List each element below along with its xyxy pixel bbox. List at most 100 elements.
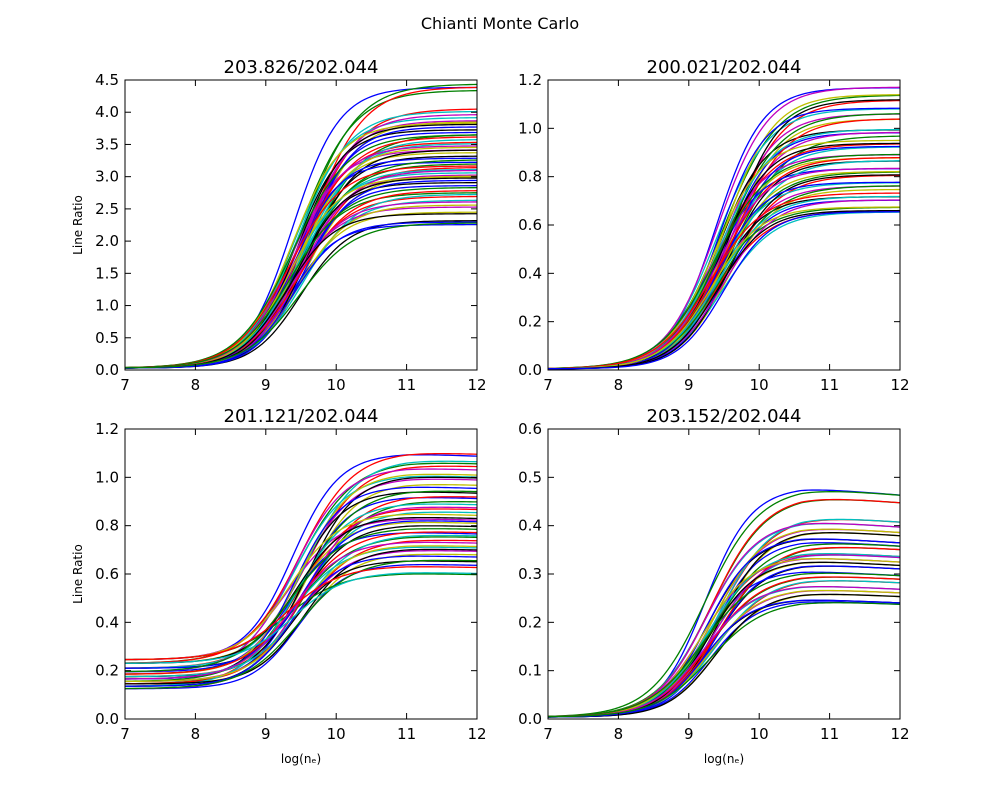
x-tick-label: 10	[327, 725, 346, 743]
series-line	[125, 460, 477, 669]
x-tick-label: 10	[327, 376, 346, 394]
series-line	[125, 86, 477, 369]
x-tick-label: 9	[261, 376, 271, 394]
y-tick-label: 3.5	[95, 135, 119, 153]
series-line	[548, 523, 900, 718]
y-tick-label: 1.5	[95, 264, 119, 282]
series-line	[548, 586, 900, 718]
x-tick-label: 11	[397, 376, 416, 394]
x-tick-label: 11	[820, 725, 839, 743]
y-tick-label: 0.6	[95, 565, 119, 583]
y-tick-label: 2.0	[95, 232, 119, 250]
x-tick-label: 9	[684, 376, 694, 394]
y-tick-label: 0.2	[518, 313, 542, 331]
series-line	[125, 521, 477, 664]
series-line	[125, 528, 477, 673]
series-line	[125, 221, 477, 369]
y-tick-label: 0.5	[95, 329, 119, 347]
x-tick-label: 10	[750, 725, 769, 743]
series-line	[125, 182, 477, 369]
subplot-title: 203.152/202.044	[647, 406, 802, 427]
y-tick-label: 1.2	[518, 71, 542, 89]
x-tick-label: 10	[750, 376, 769, 394]
series-group	[548, 489, 900, 718]
y-tick-label: 1.0	[95, 297, 119, 315]
y-axis-label: Line Ratio	[71, 544, 85, 604]
series-line	[548, 522, 900, 718]
x-tick-label: 9	[684, 725, 694, 743]
series-line	[125, 478, 477, 675]
x-tick-label: 7	[543, 725, 553, 743]
x-tick-label: 8	[191, 725, 201, 743]
y-tick-label: 3.0	[95, 168, 119, 186]
x-tick-label: 8	[191, 376, 201, 394]
y-tick-label: 1.0	[95, 468, 119, 486]
series-line	[125, 566, 477, 661]
series-line	[548, 491, 900, 717]
series-line	[548, 602, 900, 718]
series-group	[548, 86, 900, 370]
x-axis-label: log(nₑ)	[281, 752, 321, 766]
x-tick-label: 11	[820, 376, 839, 394]
y-tick-label: 0.3	[518, 565, 542, 583]
series-line	[125, 559, 477, 690]
subplot-3: 7 8 9 10 11 12 0.0 0.2 0.4 0.6 0.8 1.0 1.2 201.121/20…	[71, 406, 487, 766]
x-tick-label: 7	[120, 725, 130, 743]
y-tick-label: 0.0	[518, 361, 542, 379]
series-line	[548, 113, 900, 370]
subplot-title: 201.121/202.044	[224, 406, 379, 427]
x-tick-label: 12	[890, 376, 909, 394]
series-group	[125, 452, 477, 690]
subplot-1: 7 8 9 10 11 12 0.0 0.5 1.0 1.5 2.0 2.5 3.0 3.5 4.0 4.5 2…	[71, 57, 487, 394]
y-tick-label: 0.8	[518, 168, 542, 186]
series-line	[548, 558, 900, 718]
series-line	[548, 586, 900, 718]
subplot-4: 7 8 9 10 11 12 0.0 0.1 0.2 0.3 0.4 0.5 0.6 203.152/20…	[518, 406, 909, 766]
y-tick-label: 1.0	[518, 119, 542, 137]
series-line	[548, 558, 900, 718]
x-tick-label: 12	[467, 376, 486, 394]
series-line	[125, 572, 477, 664]
y-tick-label: 0.8	[95, 517, 119, 535]
y-tick-label: 4.5	[95, 71, 119, 89]
y-tick-label: 0.4	[95, 613, 119, 631]
y-tick-label: 0.0	[95, 361, 119, 379]
y-tick-label: 0.5	[518, 468, 542, 486]
series-line	[548, 599, 900, 718]
y-axis-label: Line Ratio	[71, 195, 85, 255]
series-line	[548, 538, 900, 718]
y-tick-label: 1.2	[95, 420, 119, 438]
series-line	[548, 542, 900, 718]
x-tick-label: 9	[261, 725, 271, 743]
series-line	[125, 462, 477, 664]
y-tick-label: 0.2	[95, 662, 119, 680]
series-line	[125, 503, 477, 687]
series-group	[125, 83, 477, 369]
series-line	[125, 86, 477, 369]
y-tick-label: 0.0	[95, 710, 119, 728]
series-line	[548, 211, 900, 370]
x-tick-label: 12	[890, 725, 909, 743]
subplot-2: 7 8 9 10 11 12 0.0 0.2 0.4 0.6 0.8 1.0 1.2 200.021/20…	[518, 57, 909, 394]
series-line	[125, 186, 477, 369]
x-axis-label: log(nₑ)	[704, 752, 744, 766]
subplot-grid: 7 8 9 10 11 12 0.0 0.5 1.0 1.5 2.0 2.5 3.0 3.5 4.0 4.5 2…	[71, 57, 910, 766]
series-line	[125, 541, 477, 680]
series-line	[548, 572, 900, 718]
y-tick-label: 0.0	[518, 710, 542, 728]
x-tick-label: 8	[614, 725, 624, 743]
x-tick-label: 11	[397, 725, 416, 743]
x-tick-label: 12	[467, 725, 486, 743]
figure-title: Chianti Monte Carlo	[421, 14, 579, 33]
series-line	[548, 206, 900, 370]
y-tick-label: 0.6	[518, 420, 542, 438]
series-line	[125, 564, 477, 690]
series-line	[548, 192, 900, 370]
x-tick-label: 8	[614, 376, 624, 394]
y-tick-label: 2.5	[95, 200, 119, 218]
y-tick-label: 0.4	[518, 264, 542, 282]
y-tick-label: 0.1	[518, 662, 542, 680]
x-tick-label: 7	[543, 376, 553, 394]
x-tick-label: 7	[120, 376, 130, 394]
